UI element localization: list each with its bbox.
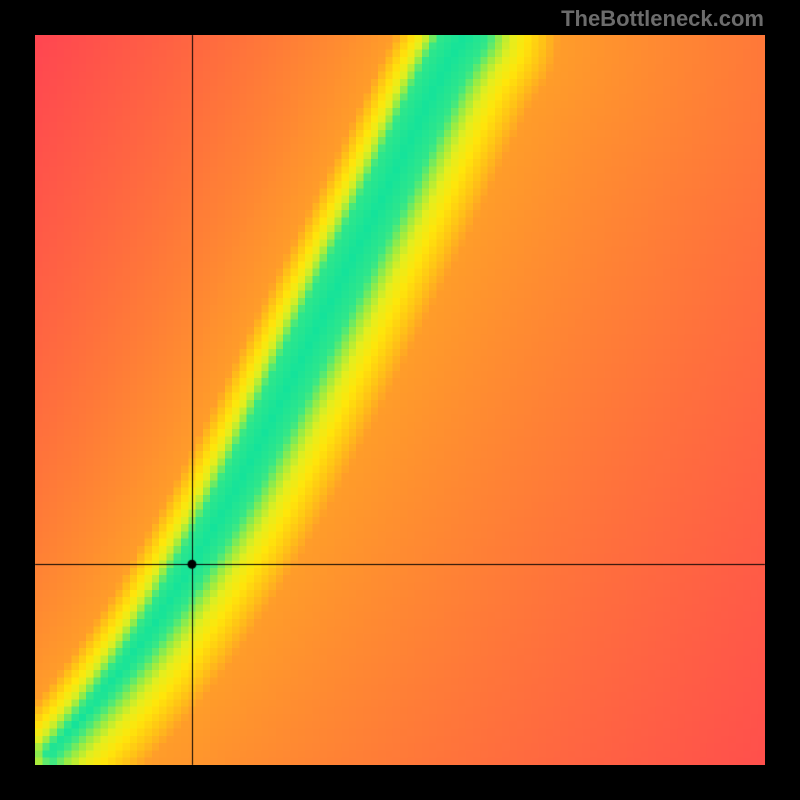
watermark-text: TheBottleneck.com: [561, 6, 764, 32]
bottleneck-heatmap: [35, 35, 765, 765]
chart-container: TheBottleneck.com: [0, 0, 800, 800]
